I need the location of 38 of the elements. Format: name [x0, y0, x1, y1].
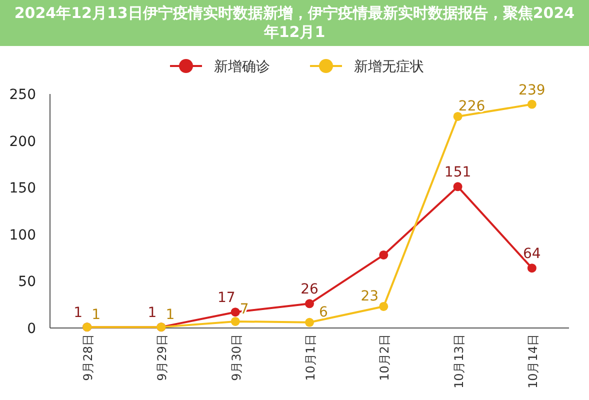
y-tick-label: 100 — [9, 227, 36, 244]
point — [379, 250, 388, 260]
data-label: 239 — [518, 82, 546, 98]
data-label: 226 — [458, 98, 486, 114]
x-tick-label: 9月30日 — [229, 334, 244, 381]
point — [305, 299, 314, 308]
x-tick-label: 9月28日 — [81, 334, 96, 381]
x-tick-label: 10月14日 — [526, 334, 540, 389]
data-label: 64 — [523, 246, 541, 262]
x-tick-label: 10月13日 — [452, 334, 466, 389]
data-label: 1 — [74, 305, 83, 322]
data-label: 1 — [148, 305, 157, 322]
point — [305, 318, 314, 327]
data-label: 1 — [92, 307, 101, 324]
x-tick-label: 10月2日 — [378, 334, 392, 381]
point — [527, 264, 536, 273]
data-label: 17 — [217, 290, 236, 306]
title: 2024年12月13日伊宁疫情实时数据新增，伊宁疫情最新实时数据报告，聚焦2024年12月1 — [0, 0, 589, 46]
data-label: 1 — [166, 307, 175, 324]
legend-label: 新增确诊 — [214, 59, 270, 75]
point — [453, 182, 462, 192]
legend-label: 新增无症状 — [354, 59, 424, 75]
y-tick-label: 50 — [18, 274, 36, 290]
y-tick-label: 150 — [9, 180, 36, 197]
x-tick-label: 10月1日 — [304, 334, 318, 381]
point — [379, 302, 388, 311]
data-label: 23 — [360, 288, 379, 304]
y-tick-label: 250 — [9, 87, 36, 103]
data-label: 151 — [444, 164, 472, 181]
data-label: 6 — [319, 304, 328, 320]
x-tick-label: 9月29日 — [155, 334, 170, 381]
point — [453, 112, 462, 121]
y-tick-label: 0 — [27, 321, 36, 337]
point — [230, 308, 240, 317]
point — [527, 100, 536, 109]
data-label: 26 — [300, 282, 318, 298]
point — [230, 316, 240, 326]
y-tick-label: 200 — [9, 134, 36, 150]
